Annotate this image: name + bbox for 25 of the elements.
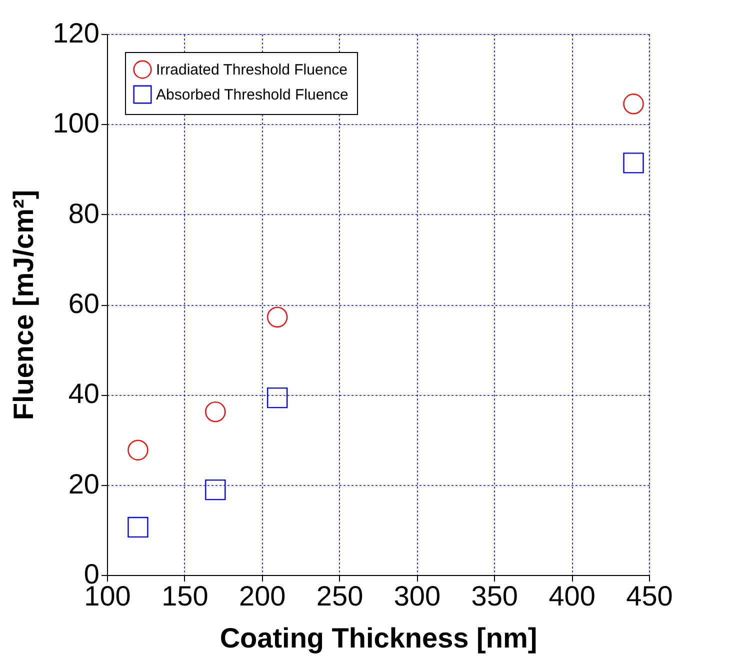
y-tick-label: 100 (52, 108, 100, 139)
point (128, 516, 148, 538)
x-tick-label: 400 (548, 580, 596, 612)
x-tick-label: 450 (626, 580, 673, 612)
point (266, 387, 288, 408)
x-tick-label: 150 (162, 580, 208, 612)
legend-label: Irradiated Threshold Fluence (156, 62, 348, 78)
y-axis-title: Fluence [mJ/cm²] (8, 190, 39, 420)
point (623, 152, 644, 174)
y-tick-label: 40 (68, 378, 100, 410)
y-tick-label: 80 (68, 198, 100, 229)
point (128, 440, 148, 460)
point (205, 479, 226, 500)
x-tick-label: 200 (239, 580, 286, 612)
point (205, 401, 226, 422)
x-tick-label: 350 (471, 580, 518, 612)
legend-label: Absorbed Threshold Fluence (156, 86, 348, 104)
y-tick-label: 20 (68, 468, 100, 500)
x-axis-title: Coating Thickness [nm] (220, 622, 538, 654)
y-tick-label: 60 (68, 288, 100, 319)
point (266, 306, 288, 328)
point (623, 94, 644, 114)
x-tick-label: 250 (316, 580, 364, 612)
x-tick-label: 300 (394, 580, 441, 612)
y-tick-label: 120 (52, 18, 100, 48)
